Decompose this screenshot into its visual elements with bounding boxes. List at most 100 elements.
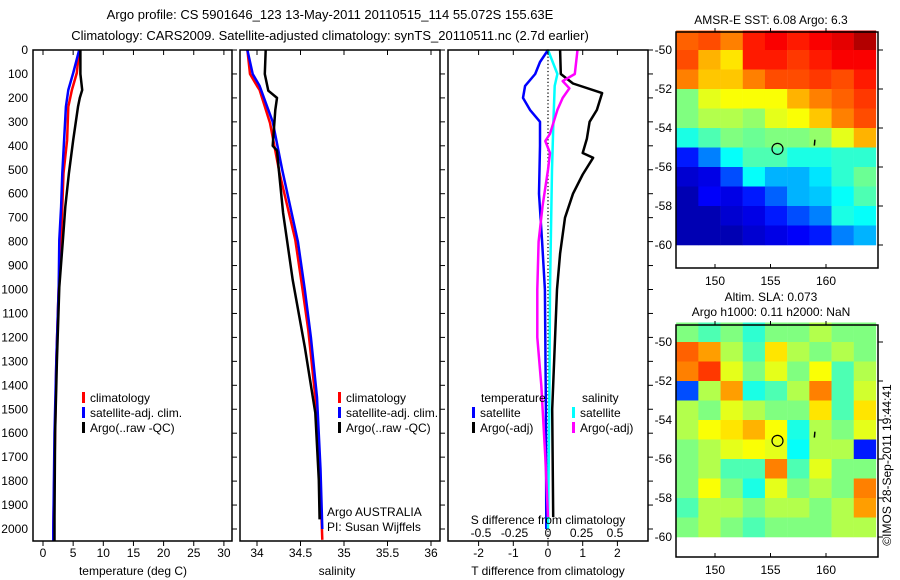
sla-map-cell xyxy=(831,498,854,518)
zero-reference-dot xyxy=(547,193,549,195)
zero-reference-dot xyxy=(547,289,549,292)
sla-map-cell xyxy=(809,420,832,440)
zero-reference-dot xyxy=(547,221,549,224)
salinity-legend-label: Argo(..raw -QC) xyxy=(346,421,431,435)
difference-series-line-0 xyxy=(521,49,550,530)
sst-map-cell xyxy=(853,186,877,207)
sla-map-cell xyxy=(764,439,788,460)
zero-reference-dot xyxy=(547,110,549,112)
sla-map-cell xyxy=(742,381,766,401)
sla-map-cell xyxy=(676,439,699,460)
sst-map-cell xyxy=(720,186,743,207)
sla-map-cell xyxy=(764,498,788,518)
sla-map-cell xyxy=(676,381,699,401)
sla-map-cell xyxy=(809,322,832,343)
sla-map-cell xyxy=(676,478,699,499)
zero-reference-dot xyxy=(547,336,549,339)
sla-map-cell xyxy=(831,478,854,499)
depth-tick-label: 1800 xyxy=(1,474,28,488)
sla-map-cell xyxy=(831,420,854,440)
sla-map-cell xyxy=(764,361,788,382)
sla-map-cell xyxy=(853,381,877,401)
sst-map-cell xyxy=(742,225,766,246)
sst-map-cell xyxy=(787,186,810,207)
sst-map-cell xyxy=(809,69,832,90)
zero-reference-dot xyxy=(547,318,549,321)
sla-map-cell xyxy=(853,439,877,460)
sla-map-cell xyxy=(787,361,810,382)
sla-map-cell xyxy=(831,400,854,421)
depth-tick-label: 900 xyxy=(8,259,28,273)
sst-map-cell xyxy=(853,50,877,70)
sla-map-cell xyxy=(720,517,743,538)
depth-tick-label: 400 xyxy=(8,139,28,153)
sst-map-cell xyxy=(698,206,721,226)
sla-map-cell xyxy=(787,400,810,421)
sst-map-cell xyxy=(676,167,699,187)
sst-map-cell xyxy=(764,30,788,51)
zero-reference-dot xyxy=(547,239,549,242)
salinity-series-line-0 xyxy=(246,49,324,540)
s-difference-tick-label: 0 xyxy=(545,526,552,540)
salinity-series-line-2 xyxy=(263,49,321,520)
sst-map-cell xyxy=(853,167,877,187)
sst-map-cell xyxy=(720,206,743,226)
sla-map-cell xyxy=(698,381,721,401)
sst-map-cell xyxy=(831,225,854,246)
salinity-legend-label: climatology xyxy=(346,391,406,405)
sst-map-island-mark xyxy=(813,139,816,146)
zero-reference-dot xyxy=(547,96,549,98)
zero-reference-dot xyxy=(547,207,549,209)
sla-map-cell xyxy=(853,459,877,479)
sst-map-cell xyxy=(853,69,877,90)
sst-map-cell xyxy=(853,89,877,109)
temperature-xlabel: temperature (deg C) xyxy=(79,564,187,578)
zero-reference-dot xyxy=(547,347,549,349)
difference-series-line-2 xyxy=(546,49,559,530)
sst-map-ytick-label: -58 xyxy=(655,199,673,213)
sla-map-cell xyxy=(742,517,766,538)
t-difference-legend-label: Argo(-adj) xyxy=(480,421,533,435)
sla-map-cell xyxy=(764,420,788,440)
zero-reference-dot xyxy=(547,113,549,116)
sst-map-cell xyxy=(809,147,832,168)
sla-map-cell xyxy=(698,478,721,499)
zero-reference-dot xyxy=(547,254,549,256)
sst-map-cell xyxy=(742,186,766,207)
zero-reference-dot xyxy=(547,311,549,313)
legend-header-temperature: temperature xyxy=(481,391,546,405)
s-difference-legend-label: Argo(-adj) xyxy=(580,421,633,435)
sla-map-cell xyxy=(676,459,699,479)
sst-map-cell xyxy=(853,206,877,226)
salinity-legend-label: satellite-adj. clim. xyxy=(346,406,438,420)
sla-map-ytick-label: -52 xyxy=(655,374,673,388)
zero-reference-dot xyxy=(547,275,549,278)
zero-reference-dot xyxy=(547,351,549,353)
sst-map-cell xyxy=(742,128,766,148)
sla-map-cell xyxy=(809,498,832,518)
depth-tick-label: 600 xyxy=(8,187,28,201)
sla-map-cell xyxy=(698,342,721,362)
sla-map-cell xyxy=(676,400,699,421)
temperature-legend-swatch xyxy=(82,422,85,433)
sst-map-cell xyxy=(764,69,788,90)
sst-map-cell xyxy=(698,50,721,70)
zero-reference-dot xyxy=(547,88,549,91)
difference-series-line-3 xyxy=(536,49,579,518)
sst-map-cell xyxy=(742,50,766,70)
zero-reference-dot xyxy=(547,537,549,540)
zero-reference-dot xyxy=(547,354,549,357)
sst-map-cell xyxy=(787,167,810,187)
zero-reference-dot xyxy=(547,272,549,274)
sst-map-cell xyxy=(809,167,832,187)
sla-map-cell xyxy=(720,361,743,382)
sst-map-cell xyxy=(720,30,743,51)
sst-map-cell xyxy=(787,108,810,129)
sst-map-cell xyxy=(809,50,832,70)
temperature-legend-label: climatology xyxy=(90,391,150,405)
sla-map-mask xyxy=(878,323,888,559)
sst-map-cell xyxy=(809,186,832,207)
sla-map-cell xyxy=(676,342,699,362)
zero-reference-dot xyxy=(547,121,549,123)
sst-map-cell xyxy=(742,147,766,168)
